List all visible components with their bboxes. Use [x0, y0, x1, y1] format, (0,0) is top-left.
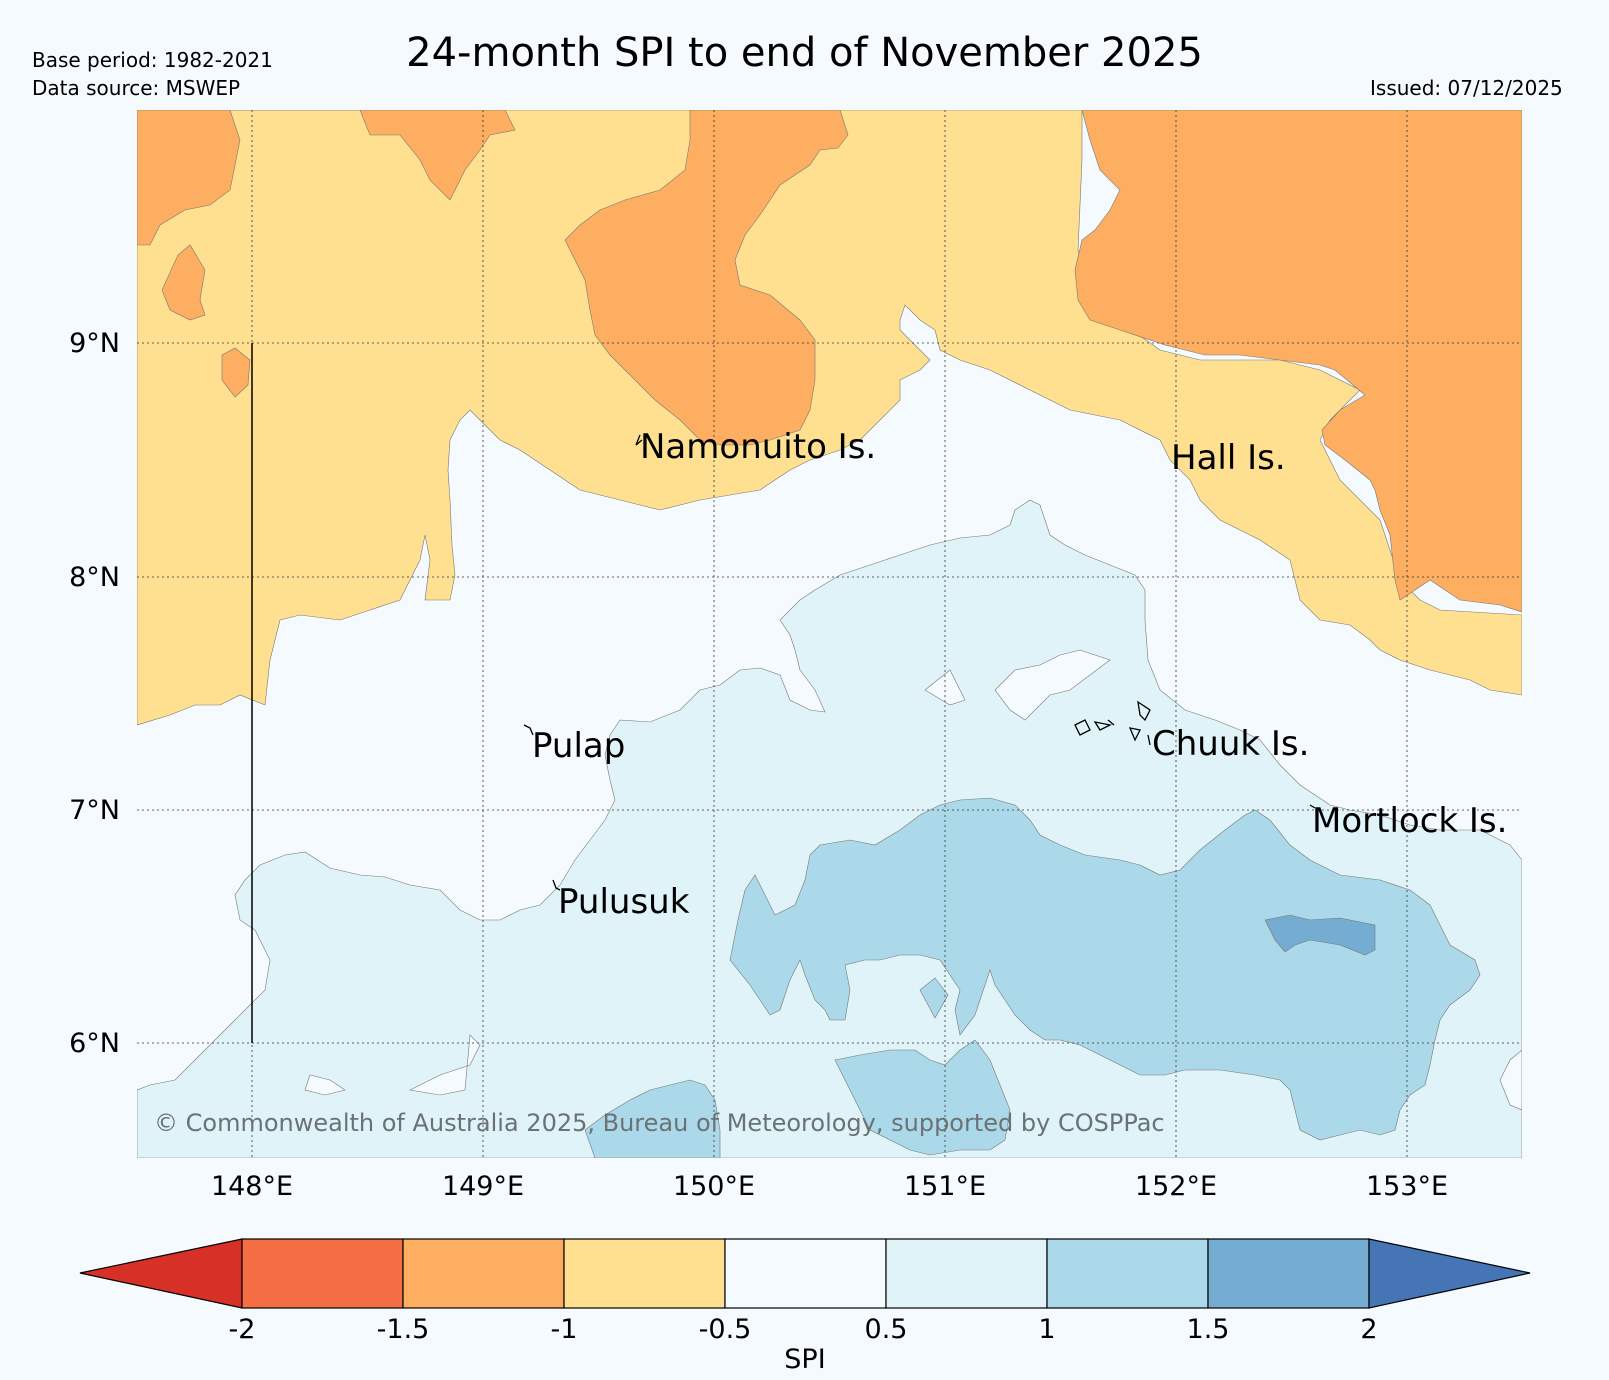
island-markers — [523, 434, 1316, 891]
spi-orange-region-small-1 — [161, 244, 206, 321]
place-label-pulap: Pulap — [532, 726, 625, 766]
spi-blue-region-sw — [584, 1079, 721, 1158]
spi-blue-region-south — [834, 1039, 1011, 1156]
colorbar-arrow-low — [79, 1238, 243, 1309]
place-label-namonuito: Namonuito Is. — [640, 427, 876, 467]
near-normal-hole-2 — [994, 649, 1111, 721]
place-label-chuuk: Chuuk Is. — [1152, 724, 1309, 764]
base-period-text: Base period: 1982-2021 — [32, 48, 273, 72]
gridlines — [137, 110, 1522, 1158]
data-source-text: Data source: MSWEP — [32, 76, 241, 100]
colorbar-tick: 1 — [1038, 1314, 1055, 1345]
place-label-pulusuk: Pulusuk — [558, 882, 690, 922]
lon-label-148e: 148°E — [211, 1171, 293, 1202]
colorbar-bin-5 — [885, 1238, 1048, 1309]
colorbar-bin-3 — [563, 1238, 726, 1309]
colorbar-tick: 0.5 — [865, 1314, 908, 1345]
lon-label-152e: 152°E — [1135, 1171, 1217, 1202]
lat-label-7n: 7°N — [69, 795, 120, 826]
colorbar-bin-4 — [724, 1238, 887, 1309]
near-normal-hole-4 — [304, 1074, 346, 1096]
spi-orange-region-east — [1074, 110, 1522, 613]
colorbar-bin-2 — [402, 1238, 565, 1309]
lon-label-150e: 150°E — [673, 1171, 755, 1202]
lon-label-149e: 149°E — [442, 1171, 524, 1202]
colorbar-arrow-high — [1368, 1238, 1531, 1309]
spi-darkblue-region — [1264, 914, 1376, 956]
near-normal-hole-5 — [1499, 1049, 1522, 1111]
colorbar-bin-7 — [1207, 1238, 1370, 1309]
spi-orange-region-nw — [137, 110, 516, 246]
colorbar-tick: 2 — [1360, 1314, 1377, 1345]
colorbar-tick: 1.5 — [1187, 1314, 1230, 1345]
map-title: 24-month SPI to end of November 2025 — [406, 30, 1203, 76]
colorbar-bin-6 — [1046, 1238, 1209, 1309]
lat-label-6n: 6°N — [69, 1028, 120, 1059]
map-plot-area — [137, 110, 1522, 1158]
spi-blue-region-small — [919, 977, 949, 1019]
colorbar-tick: -1.5 — [377, 1314, 430, 1345]
place-label-mortlock: Mortlock Is. — [1312, 801, 1507, 841]
colorbar-label: SPI — [784, 1344, 825, 1375]
lon-label-151e: 151°E — [904, 1171, 986, 1202]
colorbar-tick: -0.5 — [699, 1314, 752, 1345]
lon-label-153e: 153°E — [1366, 1171, 1448, 1202]
spi-orange-region-north-center — [564, 110, 849, 446]
colorbar-tick: -1 — [551, 1314, 578, 1345]
place-label-hall: Hall Is. — [1171, 438, 1286, 478]
near-normal-hole-3 — [409, 1034, 481, 1096]
lat-label-9n: 9°N — [69, 328, 120, 359]
colorbar-tick: -2 — [229, 1314, 256, 1345]
colorbar-bin-1 — [241, 1238, 404, 1309]
copyright-text: © Commonwealth of Australia 2025, Bureau… — [154, 1109, 1165, 1137]
spi-blue-region-main — [729, 797, 1481, 1141]
near-normal-hole-1 — [924, 669, 966, 706]
spi-yellow-region — [137, 110, 1522, 726]
spi-orange-region-small-2 — [221, 347, 251, 398]
lat-label-8n: 8°N — [69, 562, 120, 593]
issued-date-text: Issued: 07/12/2025 — [1370, 76, 1563, 100]
colorbar — [79, 1238, 1531, 1309]
